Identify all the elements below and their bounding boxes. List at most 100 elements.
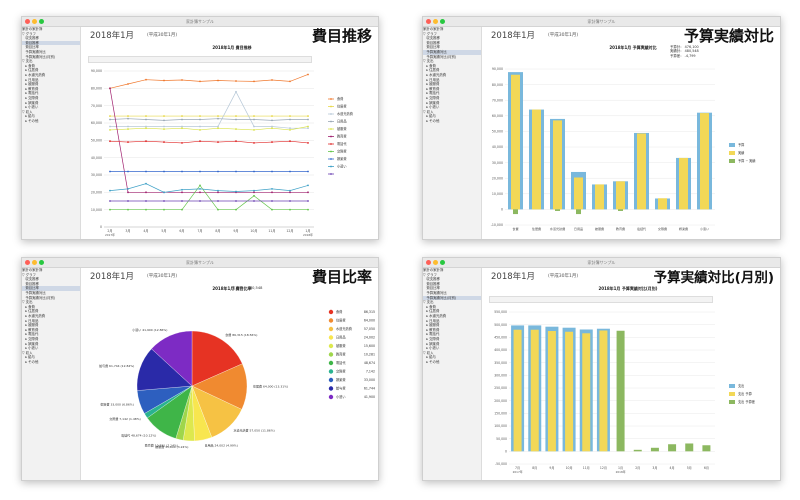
- sidebar-item[interactable]: ▸ 娯楽費: [423, 100, 440, 105]
- sidebar-item[interactable]: ▸ 娯楽費: [22, 341, 39, 346]
- sidebar-item[interactable]: ▸ 住居費: [22, 68, 39, 73]
- sidebar-item[interactable]: ▸ 小遣い: [22, 105, 39, 110]
- sidebar-item[interactable]: ▽ グラフ: [423, 31, 437, 36]
- sidebar-item[interactable]: ▸ 住居費: [22, 309, 39, 314]
- sidebar-item[interactable]: 収支推移: [22, 277, 39, 282]
- sidebar-item[interactable]: ▽ 支出: [423, 300, 434, 305]
- sidebar-item[interactable]: ▸ 教育費: [22, 327, 39, 332]
- minimize-button[interactable]: [433, 19, 438, 24]
- sidebar-item[interactable]: 予算実績対比(月別): [423, 295, 481, 301]
- zoom-button[interactable]: [440, 260, 445, 265]
- sidebar-item[interactable]: 予算実績対比: [423, 290, 447, 295]
- legend-label: 交際費: [337, 149, 347, 154]
- sidebar-item[interactable]: ▸ 被服費: [22, 323, 39, 328]
- sidebar-item[interactable]: ▸ 交際費: [22, 336, 39, 341]
- month-selector-bar[interactable]: [489, 296, 713, 303]
- sidebar-item[interactable]: 費目推移: [423, 40, 440, 45]
- sidebar-item[interactable]: ▸ 水道光熱費: [423, 313, 447, 318]
- sidebar-item[interactable]: ▸ 住居費: [423, 309, 440, 314]
- sidebar-item[interactable]: ▸ 給与: [22, 114, 35, 119]
- sidebar-item[interactable]: 予算実績対比: [22, 290, 46, 295]
- sidebar-item[interactable]: 収支推移: [22, 36, 39, 41]
- sidebar-item[interactable]: ▸ 食費: [423, 63, 436, 68]
- sidebar-item[interactable]: ▸ 小遣い: [22, 346, 39, 351]
- sidebar-item[interactable]: ▽ 収入: [423, 350, 434, 355]
- sidebar-item[interactable]: ▸ 給与: [423, 114, 436, 119]
- sidebar-item[interactable]: ▸ 交際費: [423, 336, 440, 341]
- sidebar-item[interactable]: 費目比率: [423, 45, 440, 50]
- sidebar-item[interactable]: ▸ その他: [423, 359, 440, 364]
- sidebar-item[interactable]: 予算実績対比: [22, 49, 46, 54]
- sidebar-item[interactable]: 費目比率: [22, 45, 39, 50]
- actual-bar: [658, 198, 667, 210]
- sidebar-item[interactable]: ▸ 小遣い: [423, 105, 440, 110]
- sidebar-item[interactable]: ▸ 被服費: [423, 323, 440, 328]
- sidebar-item[interactable]: ▸ 食費: [22, 304, 35, 309]
- sidebar-item[interactable]: ▸ 被服費: [22, 82, 39, 87]
- sidebar-item[interactable]: 収支推移: [423, 36, 440, 41]
- sidebar-item[interactable]: ▸ 小遣い: [423, 346, 440, 351]
- sidebar-item[interactable]: ▸ 給与: [423, 355, 436, 360]
- sidebar-item[interactable]: ▸ 日用品: [22, 318, 39, 323]
- sidebar-item[interactable]: ▸ 日用品: [423, 77, 440, 82]
- sidebar-item[interactable]: ▸ 住居費: [423, 68, 440, 73]
- sidebar-item[interactable]: 費目推移: [22, 40, 80, 46]
- sidebar-item[interactable]: ▽ 支出: [22, 59, 33, 64]
- sidebar-item[interactable]: ▸ 交際費: [423, 95, 440, 100]
- sidebar-item[interactable]: ▸ 教育費: [423, 327, 440, 332]
- sidebar-item[interactable]: ▸ 電話代: [22, 91, 39, 96]
- sidebar-item[interactable]: ▸ 水道光熱費: [423, 72, 447, 77]
- minimize-button[interactable]: [32, 19, 37, 24]
- sidebar-item[interactable]: ▽ グラフ: [423, 272, 437, 277]
- sidebar-item[interactable]: ▸ 教育費: [22, 86, 39, 91]
- zoom-button[interactable]: [39, 260, 44, 265]
- sidebar-item[interactable]: ▸ 水道光熱費: [22, 72, 46, 77]
- sidebar-item[interactable]: 家計の家計簿: [22, 268, 43, 272]
- sidebar-item[interactable]: ▸ その他: [22, 359, 39, 364]
- sidebar-item[interactable]: 収支推移: [423, 277, 440, 282]
- sidebar-item[interactable]: ▽ グラフ: [22, 31, 36, 36]
- minimize-button[interactable]: [32, 260, 37, 265]
- sidebar-item[interactable]: ▸ その他: [423, 118, 440, 123]
- close-button[interactable]: [25, 260, 30, 265]
- close-button[interactable]: [426, 260, 431, 265]
- sidebar-item[interactable]: ▸ 食費: [22, 63, 35, 68]
- zoom-button[interactable]: [39, 19, 44, 24]
- sidebar-item[interactable]: ▸ 食費: [423, 304, 436, 309]
- zoom-button[interactable]: [440, 19, 445, 24]
- sidebar-item[interactable]: ▽ グラフ: [22, 272, 36, 277]
- sidebar-item[interactable]: ▸ 娯楽費: [22, 100, 39, 105]
- sidebar-item[interactable]: 費目推移: [22, 281, 39, 286]
- sidebar-item[interactable]: 家計の家計簿: [22, 27, 43, 31]
- sidebar-item[interactable]: ▽ 収入: [22, 109, 33, 114]
- sidebar-item[interactable]: ▸ 日用品: [423, 318, 440, 323]
- close-button[interactable]: [25, 19, 30, 24]
- sidebar-item[interactable]: ▸ 水道光熱費: [22, 313, 46, 318]
- sidebar-item[interactable]: ▸ 電話代: [423, 91, 440, 96]
- sidebar-item[interactable]: 家計の家計簿: [423, 268, 444, 272]
- sidebar-item[interactable]: 家計の家計簿: [423, 27, 444, 31]
- minimize-button[interactable]: [433, 260, 438, 265]
- sidebar-item[interactable]: ▸ 交際費: [22, 95, 39, 100]
- sidebar-item[interactable]: ▸ 電話代: [22, 332, 39, 337]
- sidebar-item[interactable]: ▸ その他: [22, 118, 39, 123]
- sidebar-item[interactable]: ▸ 電話代: [423, 332, 440, 337]
- sidebar-item[interactable]: ▸ 教育費: [423, 86, 440, 91]
- sidebar-item[interactable]: ▸ 給与: [22, 355, 35, 360]
- sidebar-item[interactable]: 予算実績対比(月別): [423, 54, 457, 59]
- sidebar-item[interactable]: ▽ 収入: [423, 109, 434, 114]
- sidebar-item[interactable]: 費目比率: [22, 286, 80, 291]
- sidebar-item[interactable]: 費目比率: [423, 286, 440, 291]
- sidebar-item[interactable]: ▽ 支出: [423, 59, 434, 64]
- sidebar-item[interactable]: 予算実績対比: [423, 49, 481, 55]
- sidebar-item[interactable]: ▸ 被服費: [423, 82, 440, 87]
- sidebar-item[interactable]: ▸ 娯楽費: [423, 341, 440, 346]
- sidebar-item[interactable]: 予算実績対比(月別): [22, 54, 56, 59]
- sidebar-item[interactable]: ▽ 収入: [22, 350, 33, 355]
- sidebar-item[interactable]: ▸ 日用品: [22, 77, 39, 82]
- close-button[interactable]: [426, 19, 431, 24]
- month-selector-bar[interactable]: [88, 56, 312, 63]
- sidebar-item[interactable]: ▽ 支出: [22, 300, 33, 305]
- sidebar-item[interactable]: 費目推移: [423, 281, 440, 286]
- sidebar-item[interactable]: 予算実績対比(月別): [22, 295, 56, 300]
